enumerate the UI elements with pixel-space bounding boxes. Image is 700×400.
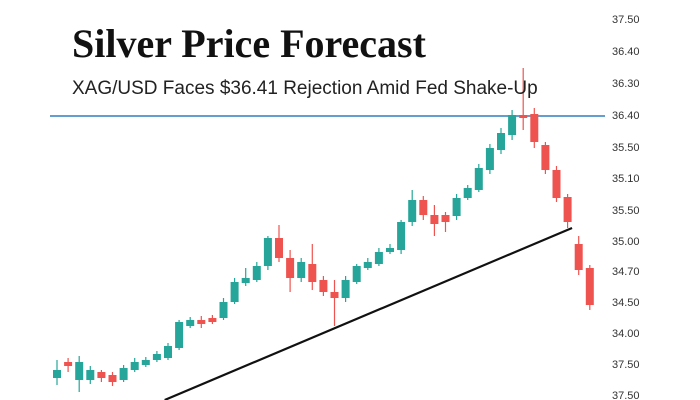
candle-body [141, 360, 150, 365]
candle-body [164, 346, 172, 358]
candle-body [219, 302, 228, 318]
candle-body [452, 198, 461, 216]
candle-body [286, 258, 295, 278]
candle-body [75, 362, 84, 380]
candle-body [297, 262, 306, 278]
candle-body [363, 262, 372, 268]
candle-body [152, 354, 161, 360]
candle-body [175, 322, 184, 348]
candle-body [574, 244, 583, 270]
candle-body [463, 188, 472, 198]
candle-body [552, 170, 561, 198]
candle-body [275, 238, 283, 258]
y-tick-label: 35.10 [612, 173, 640, 185]
plot [50, 68, 605, 400]
candle-body [474, 168, 483, 190]
trendline [164, 226, 573, 400]
candle-body [197, 320, 206, 324]
y-tick-label: 37.50 [612, 359, 640, 371]
candle-body [419, 200, 428, 215]
candle-body [119, 368, 128, 380]
candle-body [485, 148, 494, 170]
candle-body [252, 266, 261, 280]
candle-body [408, 200, 417, 222]
candle-body [530, 114, 539, 142]
candle-body [430, 215, 439, 224]
y-tick-label: 36.40 [612, 46, 640, 58]
candle-body [497, 133, 505, 150]
candle-body [186, 320, 195, 326]
candle-body [241, 278, 250, 283]
y-tick-label: 35.50 [612, 142, 640, 154]
candle-body [341, 280, 350, 298]
y-tick-label: 34.00 [612, 328, 640, 340]
candle-body [230, 282, 239, 302]
candle-body [519, 115, 528, 118]
candle-body [208, 318, 217, 322]
y-tick-label: 36.40 [612, 110, 640, 122]
candle-body [130, 362, 139, 370]
y-tick-label: 35.50 [612, 205, 640, 217]
y-tick-label: 34.70 [612, 266, 640, 278]
candle-body [585, 268, 594, 305]
y-tick-label: 37.50 [612, 14, 640, 26]
candle-body [397, 222, 406, 250]
candle-body [508, 115, 517, 135]
candle-body [374, 252, 383, 264]
y-tick-label: 35.00 [612, 236, 640, 248]
candle-body [97, 372, 106, 378]
y-tick-label: 36.30 [612, 78, 640, 90]
candle-body [352, 266, 361, 282]
candle-body [53, 370, 61, 378]
y-tick-label: 34.50 [612, 297, 640, 309]
chart-title: Silver Price Forecast [72, 21, 427, 66]
candle-body [86, 370, 95, 380]
candle-body [64, 362, 73, 366]
candle-body [330, 292, 339, 298]
candle-body [441, 215, 450, 222]
candle-body [563, 197, 572, 222]
candle-body [386, 248, 394, 252]
candle-body [541, 145, 550, 170]
candle-body [308, 264, 317, 282]
candle-body [108, 375, 117, 382]
candle-body [319, 280, 328, 292]
candle-body [263, 238, 272, 266]
y-tick-label: 37.50 [612, 390, 640, 400]
chart-subtitle: XAG/USD Faces $36.41 Rejection Amid Fed … [72, 78, 538, 99]
